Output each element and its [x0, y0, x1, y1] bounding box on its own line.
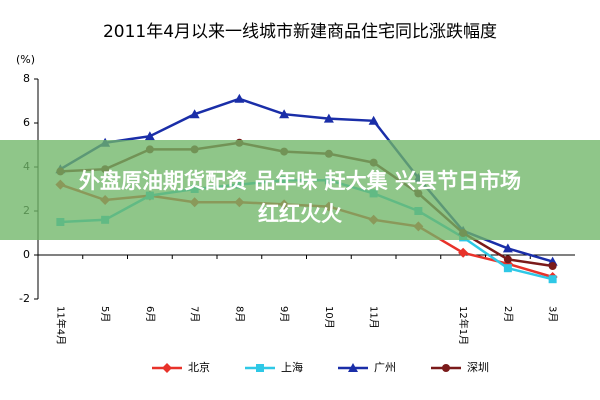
- legend-marker: [256, 364, 264, 372]
- point: [548, 275, 557, 284]
- point: [548, 262, 557, 270]
- legend-label: 上海: [281, 360, 303, 374]
- x-tick-label: 2月: [502, 306, 514, 322]
- y-tick-label: 0: [23, 248, 30, 261]
- x-tick-label: 3月: [547, 306, 559, 322]
- point: [323, 113, 334, 123]
- x-tick-label: 7月: [189, 306, 201, 322]
- legend-label: 深圳: [467, 361, 489, 374]
- point: [234, 93, 245, 103]
- point: [502, 243, 513, 253]
- point: [368, 115, 379, 125]
- overlay-band: [0, 140, 600, 240]
- y-tick-label: -2: [19, 292, 30, 305]
- x-tick-label: 8月: [233, 306, 245, 322]
- x-tick-label: 11月: [368, 306, 380, 329]
- chart-title: 2011年4月以来一线城市新建商品住宅同比涨跌幅度: [103, 22, 497, 42]
- point: [503, 255, 512, 264]
- y-tick-label: 6: [23, 116, 30, 129]
- x-tick-label: 9月: [278, 306, 290, 322]
- point: [189, 109, 200, 119]
- point: [144, 131, 155, 141]
- point: [458, 247, 469, 258]
- x-tick-label: 6月: [144, 306, 156, 322]
- x-tick-label: 5月: [99, 306, 111, 322]
- legend-label: 北京: [188, 360, 210, 374]
- overlay-text: 外盘原油期货配资 品年味 赶大集 兴县节日市场: [79, 169, 521, 193]
- y-axis-label: (%): [16, 53, 35, 66]
- overlay-text: 红红火火: [258, 202, 342, 226]
- point: [503, 264, 512, 273]
- point: [279, 109, 290, 119]
- x-tick-label: 10月: [323, 306, 335, 329]
- legend-marker: [162, 363, 172, 373]
- legend-marker: [348, 363, 358, 372]
- legend-marker: [442, 364, 450, 372]
- x-tick-label: 12年1月: [457, 306, 470, 345]
- y-tick-label: 8: [23, 72, 30, 85]
- x-tick-label: 11年4月: [54, 306, 67, 345]
- legend-label: 广州: [374, 361, 396, 374]
